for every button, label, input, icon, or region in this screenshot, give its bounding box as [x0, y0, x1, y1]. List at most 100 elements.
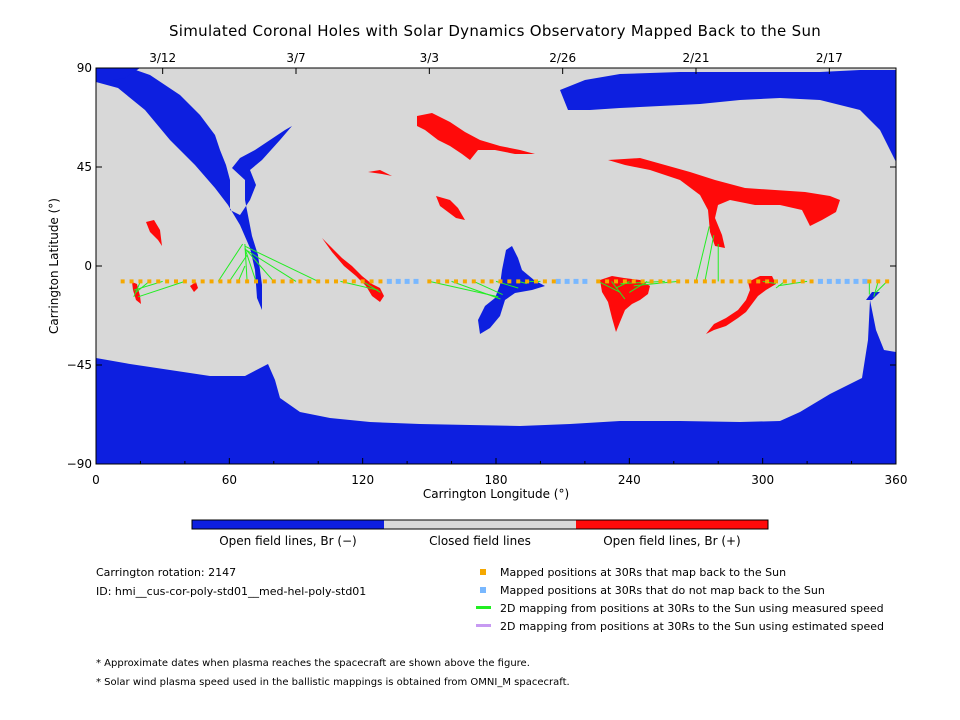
unmapped-position: [413, 278, 419, 284]
mapped-position: [174, 279, 178, 284]
mapping-line: [237, 265, 246, 282]
mapped-position: [765, 279, 770, 284]
mapped-position: [551, 279, 556, 284]
unmapped-position: [853, 278, 859, 284]
y-tick-label: 0: [84, 259, 92, 273]
colorbar-segment-closed: [384, 520, 576, 529]
y-tick-label: 90: [77, 61, 92, 75]
mapped-position: [622, 279, 627, 284]
mapping-line: [228, 254, 248, 282]
mapped-position: [702, 279, 707, 284]
red-hole-25-north: [146, 220, 162, 246]
mapping-line: [695, 226, 710, 282]
mapped-position: [120, 279, 125, 284]
top-date-label: 3/12: [149, 51, 176, 65]
mapped-position: [360, 279, 365, 284]
legend-label-estimated: 2D mapping from positions at 30Rs to the…: [500, 620, 885, 633]
unmapped-position: [835, 278, 841, 284]
mapped-position: [227, 279, 232, 284]
top-date-label: 2/26: [549, 51, 576, 65]
mapped-position: [334, 279, 338, 284]
equatorial-hole-180: [478, 246, 545, 334]
colorbar-label-closed: Closed field lines: [429, 534, 531, 548]
mapped-position: [658, 279, 663, 284]
chart-title: Simulated Coronal Holes with Solar Dynam…: [168, 22, 822, 40]
mapped-position: [165, 279, 170, 284]
mapped-position: [182, 279, 187, 284]
mapped-position: [800, 279, 805, 284]
mapped-position: [280, 279, 285, 284]
mapped-position: [480, 279, 485, 284]
mapping-line: [244, 245, 319, 282]
mapping-line: [138, 280, 186, 298]
mapped-position: [534, 279, 538, 284]
mapped-position: [325, 279, 330, 284]
y-axis-label: Carrington Latitude (°): [47, 198, 61, 334]
mapped-position: [378, 279, 383, 284]
unmapped-position: [582, 278, 588, 284]
footnote-dates: * Approximate dates when plasma reaches …: [96, 658, 530, 669]
mapped-position: [454, 279, 458, 284]
unmapped-position: [404, 278, 410, 284]
mapped-position: [876, 279, 881, 284]
red-hole-240: [600, 276, 650, 332]
mapped-position: [605, 279, 610, 284]
red-hole-110: [322, 238, 384, 302]
mapped-position: [676, 279, 681, 284]
mapped-position: [711, 279, 716, 284]
mapped-position: [685, 279, 690, 284]
unmapped-position: [817, 278, 823, 284]
colorbar-label-open-negative: Open field lines, Br (−): [219, 534, 357, 548]
mapped-position: [489, 279, 494, 284]
red-hole-north-150: [417, 113, 535, 160]
legend-label-unmapped: Mapped positions at 30Rs that do not map…: [500, 584, 825, 597]
mapped-position: [436, 279, 441, 284]
top-date-label: 3/3: [420, 51, 439, 65]
unmapped-position: [826, 278, 832, 284]
mapped-position: [791, 279, 796, 284]
top-date-label: 3/7: [286, 51, 305, 65]
mapped-position: [245, 279, 250, 284]
mapped-position: [351, 279, 356, 284]
mapping-line: [244, 248, 257, 282]
mapped-position: [156, 279, 161, 284]
mapped-position: [782, 279, 787, 284]
legend-line-estimated: [476, 624, 491, 627]
top-date-label: 2/17: [816, 51, 843, 65]
mapping-line: [615, 280, 630, 289]
red-hole-17-equator: [132, 282, 141, 304]
mapping-line: [451, 280, 501, 300]
mapping-line: [873, 281, 879, 297]
y-axis: 90 45 0 −45 −90: [67, 61, 896, 471]
legend-label-mapped: Mapped positions at 30Rs that map back t…: [500, 566, 787, 579]
mapped-position: [236, 279, 241, 284]
model-id: ID: hmi__cus-cor-poly-std01__med-hel-pol…: [96, 585, 367, 598]
colorbar-segment-open-positive: [576, 520, 768, 529]
mapped-position: [614, 279, 618, 284]
mapped-position: [774, 279, 778, 284]
x-tick-label: 120: [351, 473, 374, 487]
mapped-position: [507, 279, 512, 284]
mapped-position: [342, 279, 347, 284]
legend-swatch-mapped: [480, 569, 486, 575]
mapped-position: [462, 279, 467, 284]
mapped-position: [649, 279, 654, 284]
mapped-position: [209, 279, 214, 284]
x-tick-label: 360: [885, 473, 908, 487]
mapped-position: [191, 279, 196, 284]
mapped-position: [316, 279, 321, 284]
carrington-rotation: Carrington rotation: 2147: [96, 566, 237, 579]
mapping-line: [135, 281, 150, 293]
footnote-speed: * Solar wind plasma speed used in the ba…: [96, 677, 570, 688]
mapped-position: [596, 279, 601, 284]
x-tick-label: 60: [222, 473, 237, 487]
mapping-line: [473, 280, 503, 296]
red-hole-160-north-strip: [368, 170, 392, 176]
mapped-position: [200, 279, 205, 284]
mapped-position: [885, 279, 890, 284]
mapped-position: [809, 279, 814, 284]
mapping-line: [244, 248, 275, 282]
north-polar-hole-left: [96, 68, 292, 310]
mapped-position: [720, 279, 725, 284]
